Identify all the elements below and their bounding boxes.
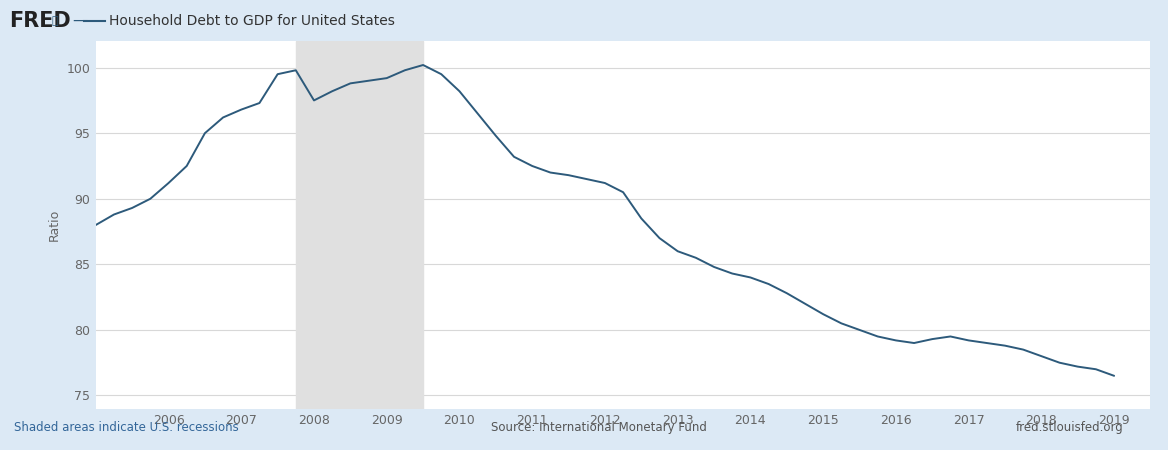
Y-axis label: Ratio: Ratio <box>48 209 61 241</box>
Text: FRED: FRED <box>9 11 71 31</box>
Text: Source: International Monetary Fund: Source: International Monetary Fund <box>491 421 707 434</box>
Text: Shaded areas indicate U.S. recessions: Shaded areas indicate U.S. recessions <box>14 421 238 434</box>
Text: Household Debt to GDP for United States: Household Debt to GDP for United States <box>109 14 395 28</box>
Text: —: — <box>72 13 88 28</box>
Text: fred.stlouisfed.org: fred.stlouisfed.org <box>1016 421 1124 434</box>
Bar <box>296 41 423 409</box>
Text: 📈: 📈 <box>51 16 58 26</box>
